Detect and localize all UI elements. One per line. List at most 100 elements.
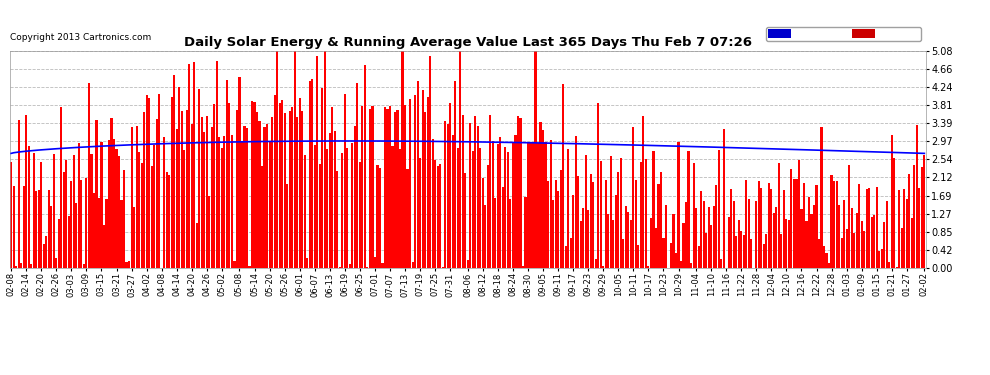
Bar: [878, 251, 880, 268]
Bar: [141, 163, 143, 268]
Bar: [557, 190, 559, 268]
Bar: [374, 258, 376, 268]
Bar: [911, 218, 913, 268]
Bar: [178, 87, 180, 268]
Bar: [808, 196, 810, 268]
Bar: [133, 207, 136, 268]
Bar: [742, 235, 744, 268]
Bar: [148, 99, 150, 268]
Bar: [50, 207, 52, 268]
Bar: [783, 190, 785, 268]
Bar: [773, 213, 775, 268]
Bar: [221, 148, 223, 268]
Bar: [288, 111, 291, 268]
Bar: [858, 184, 860, 268]
Bar: [263, 127, 265, 268]
Bar: [126, 262, 128, 268]
Bar: [532, 143, 534, 268]
Bar: [623, 239, 625, 268]
Bar: [402, 50, 404, 268]
Bar: [241, 141, 243, 268]
Title: Daily Solar Energy & Running Average Value Last 365 Days Thu Feb 7 07:26: Daily Solar Energy & Running Average Val…: [184, 36, 751, 50]
Bar: [728, 217, 730, 268]
Bar: [733, 201, 735, 268]
Bar: [268, 142, 270, 268]
Bar: [806, 221, 808, 268]
Bar: [908, 174, 911, 268]
Bar: [515, 135, 517, 268]
Bar: [662, 238, 664, 268]
Bar: [196, 223, 198, 268]
Bar: [855, 213, 857, 268]
Bar: [173, 75, 175, 268]
Bar: [577, 176, 579, 268]
Bar: [638, 245, 640, 268]
Bar: [188, 64, 190, 268]
Bar: [562, 84, 564, 268]
Bar: [41, 162, 43, 268]
Bar: [497, 144, 499, 268]
Bar: [224, 135, 226, 268]
Bar: [768, 183, 770, 268]
Bar: [888, 262, 890, 268]
Bar: [916, 125, 918, 268]
Bar: [736, 236, 738, 268]
Bar: [494, 198, 496, 268]
Bar: [690, 263, 692, 268]
Bar: [83, 264, 85, 268]
Bar: [567, 149, 569, 268]
Bar: [574, 136, 577, 268]
Bar: [633, 127, 635, 268]
Bar: [422, 90, 424, 268]
Bar: [747, 199, 749, 268]
Text: Copyright 2013 Cartronics.com: Copyright 2013 Cartronics.com: [10, 33, 151, 42]
Bar: [261, 166, 263, 268]
Bar: [750, 239, 752, 268]
Bar: [429, 56, 432, 268]
Bar: [903, 189, 906, 268]
Bar: [60, 108, 62, 268]
Bar: [554, 180, 556, 268]
Bar: [652, 152, 654, 268]
Bar: [680, 261, 682, 268]
Bar: [454, 81, 456, 268]
Bar: [361, 106, 363, 268]
Bar: [346, 148, 348, 268]
Bar: [256, 111, 258, 268]
Bar: [785, 219, 787, 268]
Bar: [793, 179, 795, 268]
Bar: [477, 126, 479, 268]
Bar: [434, 160, 437, 268]
Bar: [873, 214, 875, 268]
Bar: [811, 214, 813, 268]
Bar: [466, 260, 469, 268]
Bar: [755, 201, 757, 268]
Bar: [800, 209, 803, 268]
Bar: [853, 233, 855, 268]
Bar: [449, 103, 451, 268]
Bar: [206, 116, 208, 268]
Bar: [286, 184, 288, 268]
Bar: [234, 261, 236, 268]
Bar: [246, 128, 248, 268]
Bar: [745, 180, 747, 268]
Bar: [828, 263, 831, 268]
Bar: [715, 185, 717, 268]
Bar: [358, 162, 361, 268]
Bar: [552, 200, 554, 268]
Bar: [113, 139, 115, 268]
Bar: [342, 153, 344, 268]
Bar: [456, 148, 458, 268]
Bar: [30, 264, 33, 268]
Bar: [502, 187, 504, 268]
Bar: [18, 120, 20, 268]
Bar: [48, 190, 50, 268]
Bar: [353, 126, 356, 268]
Bar: [547, 180, 549, 268]
Bar: [121, 200, 123, 268]
Bar: [131, 127, 133, 268]
Bar: [332, 107, 334, 268]
Bar: [492, 141, 494, 268]
Bar: [924, 155, 926, 268]
Bar: [660, 172, 662, 268]
